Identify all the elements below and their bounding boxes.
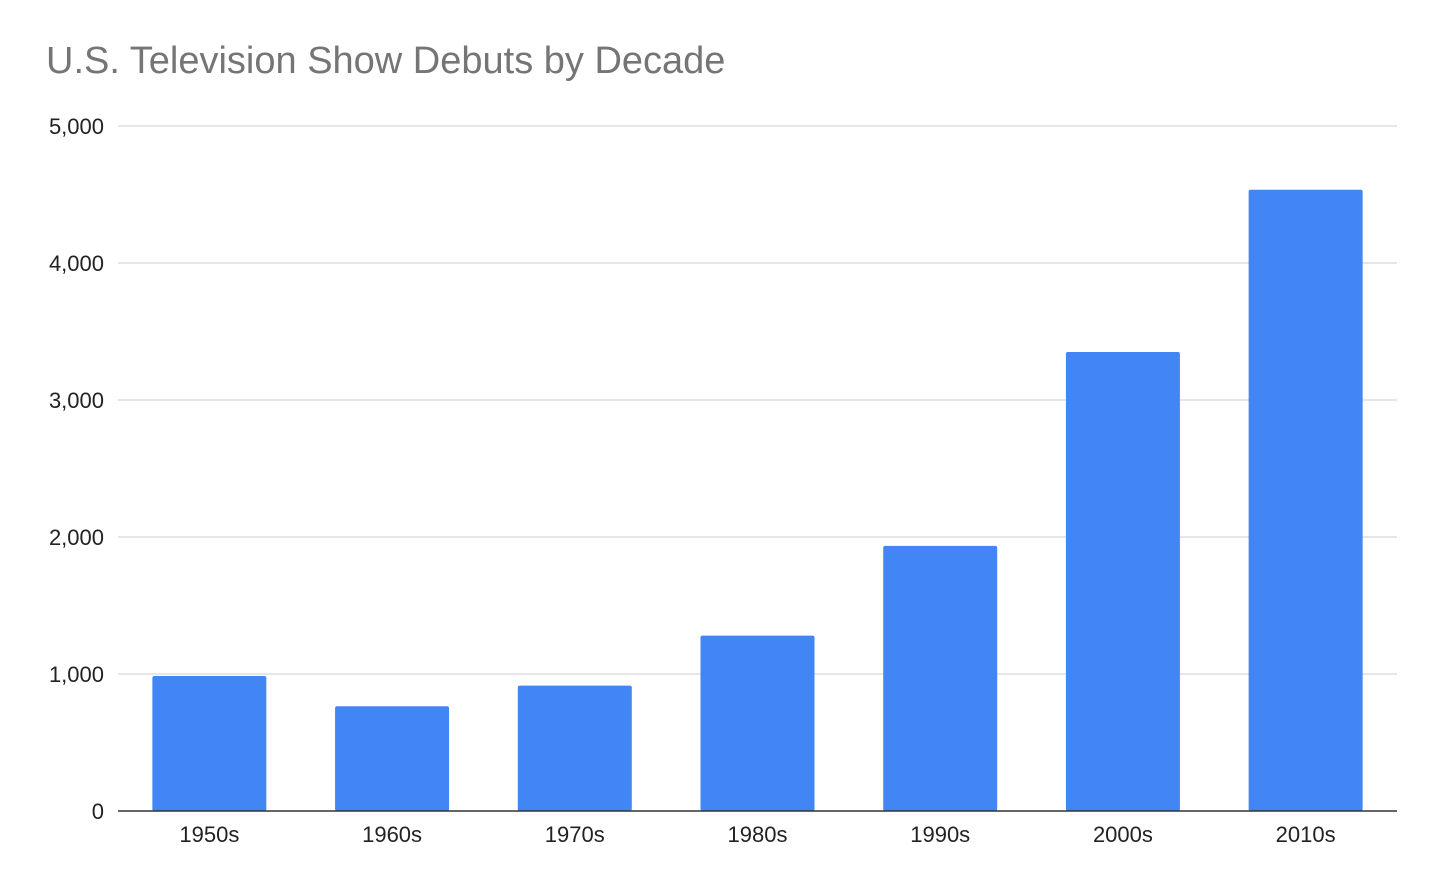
x-tick-label: 1960s [362, 822, 422, 847]
bars [152, 189, 1363, 811]
y-tick-label: 3,000 [49, 388, 104, 413]
chart-title: U.S. Television Show Debuts by Decade [46, 40, 726, 82]
bar [517, 685, 632, 811]
bar [1248, 189, 1363, 811]
gridlines [118, 125, 1397, 675]
y-tick-label: 0 [92, 799, 104, 824]
x-tick-labels: 1950s 1960s 1970s 1980s 1990s 2000s 2010s [179, 822, 1335, 847]
x-tick-label: 2000s [1093, 822, 1153, 847]
x-tick-label: 1980s [728, 822, 788, 847]
y-tick-label: 4,000 [49, 251, 104, 276]
bar [335, 706, 450, 811]
x-tick-label: 2010s [1276, 822, 1336, 847]
y-tick-labels: 0 1,000 2,000 3,000 4,000 5,000 [49, 114, 104, 824]
bar [883, 545, 998, 811]
bar [700, 635, 815, 811]
y-tick-label: 2,000 [49, 525, 104, 550]
x-tick-label: 1990s [910, 822, 970, 847]
x-tick-label: 1950s [179, 822, 239, 847]
x-tick-label: 1970s [545, 822, 605, 847]
bar [152, 676, 267, 811]
bar [1065, 352, 1180, 811]
y-tick-label: 5,000 [49, 114, 104, 139]
y-tick-label: 1,000 [49, 662, 104, 687]
